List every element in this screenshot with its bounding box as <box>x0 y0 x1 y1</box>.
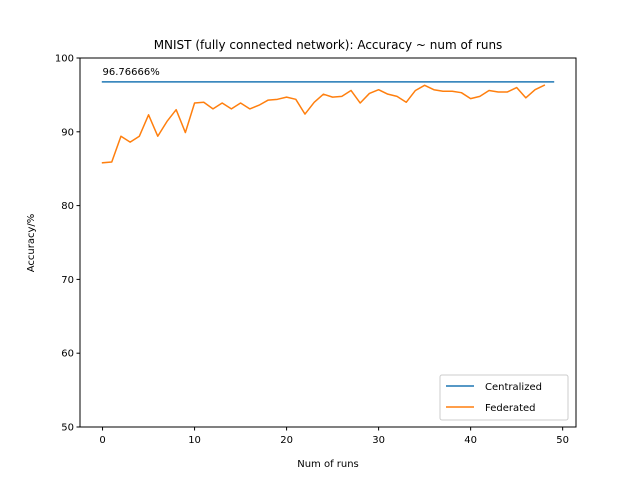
x-axis-label: Num of runs <box>297 459 359 470</box>
centralized-value-annotation: 96.76666% <box>103 67 160 78</box>
plot-area-frame <box>79 57 577 428</box>
series-layer <box>101 81 555 164</box>
chart-title: MNIST (fully connected network): Accurac… <box>154 38 503 52</box>
y-tick-label: 80 <box>61 201 74 212</box>
x-axis-ticks: 0 10 20 30 40 50 <box>99 427 569 446</box>
legend-label-federated: Federated <box>485 403 536 414</box>
x-tick-label: 20 <box>280 435 293 446</box>
x-tick-label: 30 <box>372 435 385 446</box>
series-line-federated <box>101 84 546 164</box>
legend: Centralized Federated <box>439 374 569 421</box>
x-tick-label: 10 <box>188 435 201 446</box>
y-axis-ticks: 50 60 70 80 90 100 <box>55 54 80 434</box>
x-tick-label: 0 <box>99 435 105 446</box>
x-tick-label: 50 <box>556 435 569 446</box>
legend-label-centralized: Centralized <box>485 382 542 393</box>
y-tick-label: 90 <box>61 127 74 138</box>
y-tick-label: 60 <box>61 349 74 360</box>
y-tick-label: 70 <box>61 275 74 286</box>
y-axis-label: Accuracy/% <box>26 214 37 273</box>
y-tick-label: 100 <box>55 54 74 65</box>
y-tick-label: 50 <box>61 423 74 434</box>
x-tick-label: 40 <box>464 435 477 446</box>
